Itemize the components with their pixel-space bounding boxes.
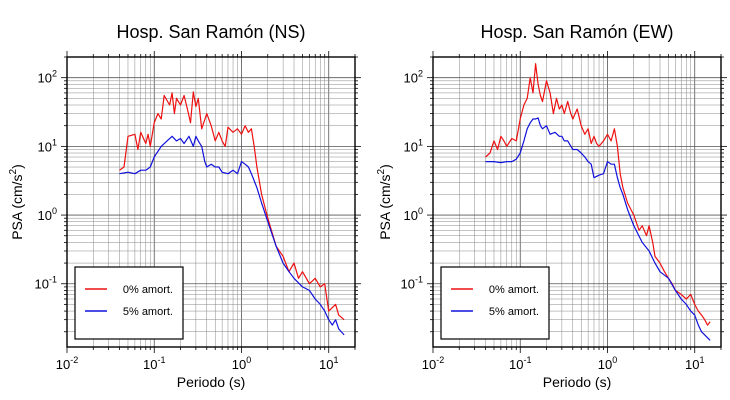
y-axis-label: PSA (cm/s2) [8, 164, 25, 240]
chart-panel-0: 10-2 10-1 100 101 102 101 100 10-1 Hosp. San Ram… [8, 22, 361, 390]
plot-frame [66, 56, 356, 348]
y-tick-label: 10-1 [401, 275, 423, 292]
y-tick-label: 100 [38, 206, 57, 223]
series-line-1 [119, 135, 345, 336]
x-tick-label: 10-2 [422, 355, 444, 372]
legend-label-1: 5% amort. [489, 306, 539, 318]
x-tick-label: 101 [319, 355, 338, 372]
plot-frame [432, 56, 722, 348]
y-tick-label: 100 [404, 206, 423, 223]
legend-box [440, 266, 550, 340]
chart-panel-1: 10-2 10-1 100 101 102 101 100 10-1 Hosp. San Ram… [376, 22, 727, 390]
y-tick-label: 102 [404, 69, 423, 86]
y-axis-label: PSA (cm/s2) [376, 164, 393, 240]
legend: 0% amort. 5% amort. [74, 266, 184, 340]
x-tick-label: 101 [685, 355, 704, 372]
x-tick-label: 100 [598, 355, 617, 372]
series-line-0 [119, 91, 345, 321]
legend-box [74, 266, 184, 340]
x-axis-label: Periodo (s) [543, 374, 611, 390]
x-axis-label: Periodo (s) [177, 374, 245, 390]
x-tick-label: 10-1 [143, 355, 165, 372]
y-tick-label: 101 [404, 137, 423, 154]
y-tick-label: 10-1 [35, 275, 57, 292]
y-tick-label: 101 [38, 137, 57, 154]
chart-title: Hosp. San Ramón (EW) [480, 22, 673, 42]
legend-label-1: 5% amort. [123, 306, 173, 318]
y-tick-label: 102 [38, 69, 57, 86]
series-line-1 [485, 117, 711, 341]
legend-label-0: 0% amort. [123, 284, 173, 296]
x-tick-label: 10-1 [509, 355, 531, 372]
x-tick-label: 10-2 [56, 355, 78, 372]
legend: 0% amort. 5% amort. [440, 266, 550, 340]
chart-title: Hosp. San Ramón (NS) [116, 22, 305, 42]
legend-label-0: 0% amort. [489, 284, 539, 296]
x-tick-label: 100 [232, 355, 251, 372]
